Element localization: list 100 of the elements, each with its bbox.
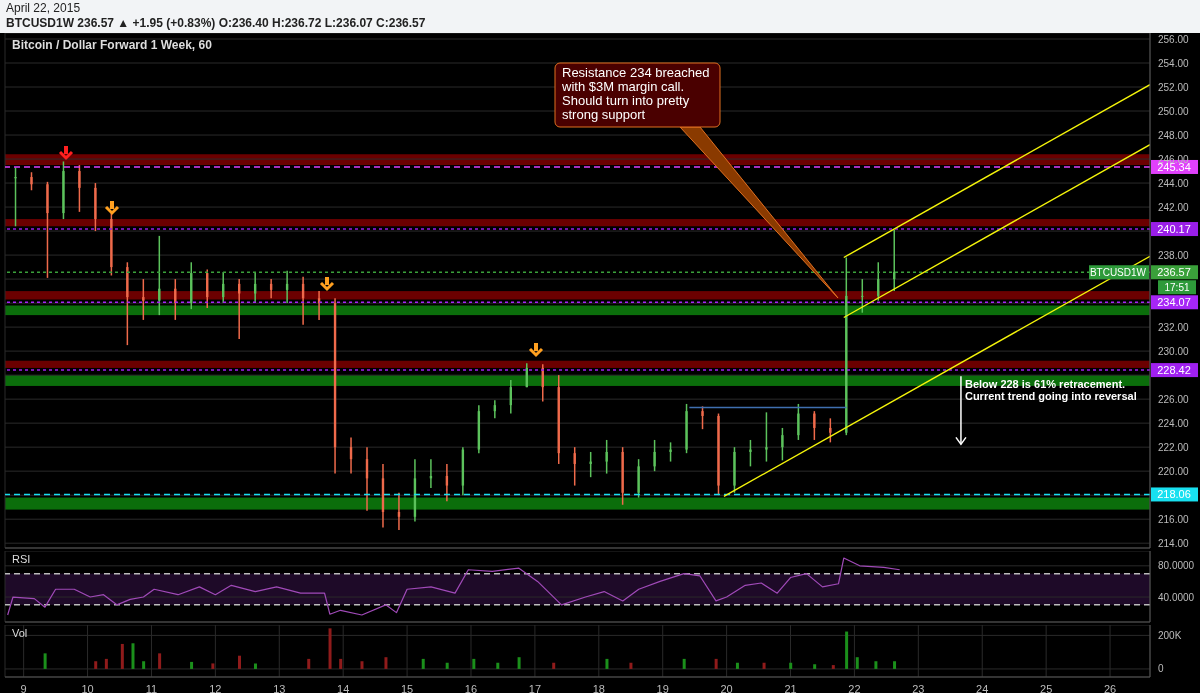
bar — [142, 661, 146, 669]
y-tick-label: 224.00 — [1158, 417, 1190, 429]
y-tick-label: 216.00 — [1158, 513, 1190, 525]
candlestick — [142, 278, 145, 321]
candlestick — [829, 417, 832, 444]
y-tick-label: 214.00 — [1158, 537, 1190, 549]
y-tick-label: 230.00 — [1158, 345, 1190, 357]
candlestick — [110, 212, 113, 277]
candlestick — [62, 160, 65, 220]
x-tick-label: 11 — [145, 682, 158, 693]
y-tick-label: 252.00 — [1158, 81, 1190, 93]
candlestick — [653, 439, 656, 472]
x-tick-label: 13 — [273, 682, 286, 693]
text: Bitcoin / Dollar Forward 1 Week, 60 — [12, 38, 213, 52]
annotation: BTCUSD1W — [1089, 267, 1147, 279]
y-tick-label: 220.00 — [1158, 465, 1190, 477]
x-tick-label: 10 — [81, 682, 94, 693]
y-tick-label: 248.00 — [1158, 129, 1190, 141]
candlestick — [813, 410, 816, 441]
bar — [789, 662, 793, 669]
bar — [307, 658, 311, 669]
x-tick-label: 16 — [464, 682, 478, 693]
ref-line-label: 218.06 — [1157, 488, 1191, 501]
y-tick-label: 254.00 — [1158, 57, 1190, 69]
y-tick-label: 232.00 — [1158, 321, 1190, 333]
bar — [855, 657, 859, 669]
candlestick — [765, 411, 768, 463]
bar — [445, 662, 449, 669]
bar — [253, 663, 257, 669]
bar — [605, 658, 609, 669]
ref-line-label: 234.07 — [1157, 296, 1191, 309]
y-tick-label: 80.0000 — [1158, 560, 1195, 572]
bar — [94, 661, 98, 669]
x-tick-label: 23 — [912, 682, 925, 693]
bar — [496, 662, 500, 669]
candlestick — [605, 439, 608, 475]
bar — [629, 662, 633, 669]
candlestick — [94, 182, 97, 232]
bar — [211, 663, 215, 669]
annotation: Resistance 234 breached with $3M margin call. Should turn into pretty strong support — [561, 65, 710, 122]
ref-line-label: 228.42 — [1157, 364, 1191, 377]
candlestick — [14, 166, 17, 228]
candlestick — [637, 458, 640, 499]
y-tick-label: 256.00 — [1158, 33, 1190, 45]
bar — [874, 661, 878, 669]
ref-line-label: 240.17 — [1157, 223, 1191, 236]
y-tick-label: 222.00 — [1158, 441, 1190, 453]
candlestick — [749, 439, 752, 468]
chart-title: Vol — [12, 627, 28, 639]
candlestick — [685, 403, 688, 454]
x-tick-label: 12 — [209, 682, 222, 693]
bar — [813, 664, 817, 669]
bar — [421, 658, 425, 669]
candlestick — [669, 441, 672, 463]
y-tick-label: 226.00 — [1158, 393, 1190, 405]
y-tick-label: 0 — [1158, 663, 1164, 675]
candlestick — [78, 164, 81, 213]
bar — [131, 643, 135, 669]
candlestick — [861, 278, 864, 314]
bar — [120, 643, 124, 669]
candlestick — [797, 403, 800, 441]
candlestick — [621, 446, 624, 506]
y-tick-label: 238.00 — [1158, 249, 1190, 261]
y-tick-label: 250.00 — [1158, 105, 1190, 117]
x-tick-label: 15 — [400, 682, 414, 693]
x-tick-label: 14 — [337, 682, 350, 693]
annotation: Below 228 is 61% retracement. Current trend going into reversal — [964, 378, 1137, 403]
bar — [43, 653, 47, 669]
chart-title: RSI — [12, 553, 31, 565]
bar — [552, 662, 556, 669]
bar — [238, 655, 241, 669]
bar — [682, 658, 686, 669]
y-tick-label: 40.0000 — [1158, 591, 1195, 603]
chart-subtitle: April 22, 2015 — [6, 1, 82, 16]
candlestick — [717, 412, 720, 496]
candlestick — [46, 181, 49, 279]
bar — [735, 662, 739, 669]
x-tick-label: 25 — [1040, 682, 1053, 693]
x-tick-label: 21 — [784, 682, 797, 693]
x-tick-label: 17 — [528, 682, 542, 693]
text: BTCUSD1W 236.57 ▲ +1.95 (+0.83%) O:236.40 H:236.72 L:236.07 C:236.57 — [6, 16, 427, 31]
candlestick — [845, 256, 848, 436]
bar — [158, 653, 162, 669]
x-tick-label: 24 — [976, 682, 989, 693]
bar — [190, 661, 194, 669]
candlestick — [126, 261, 129, 346]
x-tick-label: 26 — [1103, 682, 1117, 693]
bar — [328, 628, 332, 669]
x-tick-label: 20 — [720, 682, 733, 693]
candlestick — [158, 235, 161, 316]
bar — [831, 665, 835, 669]
bar — [893, 661, 897, 669]
x-tick-label: 9 — [20, 682, 27, 693]
bar — [104, 658, 108, 669]
x-tick-label: 19 — [656, 682, 669, 693]
candlestick — [781, 427, 784, 462]
bar — [517, 657, 521, 669]
bar — [762, 662, 766, 669]
x-tick-label: 18 — [592, 682, 605, 693]
ref-line-label: 236.57 — [1157, 266, 1191, 279]
